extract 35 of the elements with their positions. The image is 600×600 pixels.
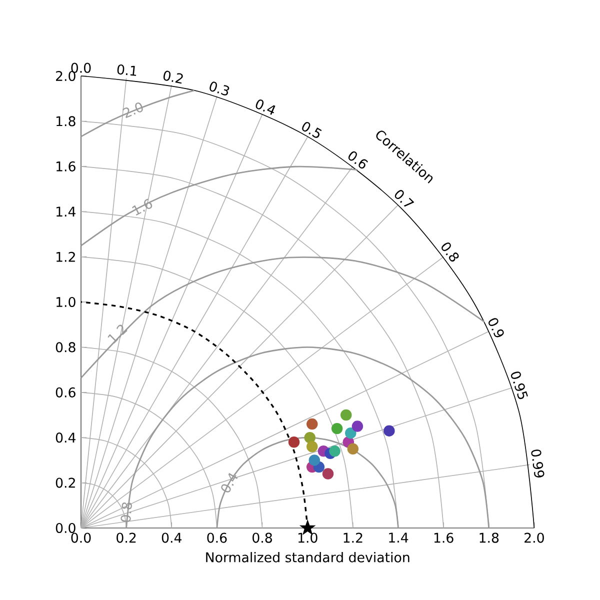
annotation: 0.9 <box>488 318 504 338</box>
y-tick-label: 0.8 <box>56 342 76 352</box>
annotation: 0.2 <box>163 70 183 84</box>
annotation: 0.99 <box>531 450 544 478</box>
annotation: 0.3 <box>210 82 230 96</box>
annotation: 0.4 <box>256 99 276 115</box>
annotation: 0.0 <box>71 62 91 73</box>
annotation: 0.6 <box>348 151 368 169</box>
y-tick-label: 1.6 <box>56 161 76 172</box>
x-tick-label: 0.8 <box>252 532 272 543</box>
annotation: 0.1 <box>117 64 136 76</box>
annotation: 0.8 <box>442 242 459 262</box>
x-tick-label: 1.6 <box>434 532 454 543</box>
x-tick-label: 2.0 <box>524 532 544 543</box>
y-tick-label: 0.2 <box>56 478 75 488</box>
y-tick-label: 1.4 <box>56 206 76 216</box>
x-tick-label: 0.4 <box>162 532 182 543</box>
y-tick-label: 0.4 <box>56 432 76 443</box>
x-tick-label: 0.6 <box>207 532 227 543</box>
y-tick-label: 1.8 <box>56 116 76 126</box>
annotation: 0.5 <box>302 122 322 138</box>
y-tick-label: 2.0 <box>56 70 76 82</box>
x-tick-label: 0.2 <box>116 532 136 543</box>
y-tick-label: 1.0 <box>56 296 76 308</box>
annotation: 0.95 <box>511 372 528 400</box>
x-axis-title: Normalized standard deviation <box>206 552 410 562</box>
y-tick-label: 0.6 <box>56 387 76 398</box>
x-tick-label: 1.2 <box>344 532 362 543</box>
x-tick-label: 1.4 <box>389 532 408 542</box>
y-tick-label: 1.2 <box>56 252 75 262</box>
x-tick-label: 1.8 <box>480 532 499 543</box>
y-tick-label: 0.0 <box>56 522 76 534</box>
x-tick-label: 1.0 <box>298 532 318 543</box>
x-tick-label: 0.0 <box>71 532 91 543</box>
annotation: 0.7 <box>394 190 414 207</box>
